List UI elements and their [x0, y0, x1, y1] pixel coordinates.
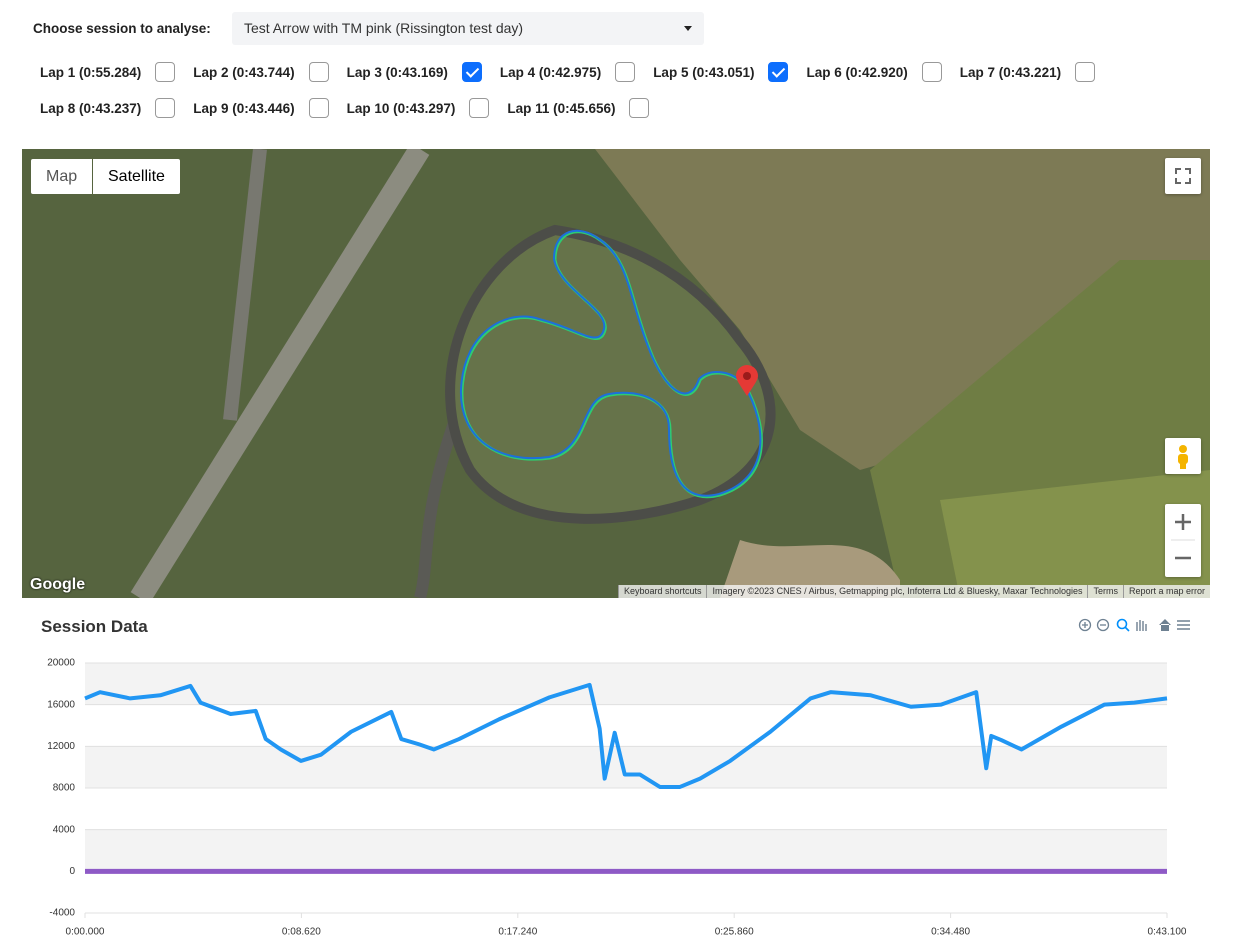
chart-toolbar[interactable] [1075, 616, 1195, 634]
session-prompt: Choose session to analyse: [33, 21, 211, 36]
attribution-item: Keyboard shortcuts [617, 585, 707, 598]
grid-band [85, 829, 1167, 872]
lap-option: Lap 1 (0:55.284) [40, 60, 176, 84]
lap-option: Lap 8 (0:43.237) [40, 96, 176, 120]
zoom-control[interactable] [1165, 504, 1201, 577]
lap-label: Lap 6 (0:42.920) [806, 64, 908, 80]
lap-label: Lap 4 (0:42.975) [499, 64, 602, 80]
lap-label: Lap 10 (0:43.297) [346, 100, 456, 116]
lap-label: Lap 7 (0:43.221) [959, 64, 1062, 80]
session-select[interactable]: Test Arrow with TM pink (Rissington test… [232, 12, 704, 45]
lap-checkbox[interactable] [469, 98, 490, 118]
map-attribution: Keyboard shortcuts Imagery ©2023 CNES / A… [617, 585, 1210, 598]
y-tick-label: 20000 [47, 658, 75, 669]
lap-label: Lap 5 (0:43.051) [653, 64, 755, 80]
fullscreen-button[interactable] [1165, 158, 1201, 194]
y-tick-label: -4000 [49, 908, 75, 919]
lap-label: Lap 11 (0:45.656) [507, 100, 616, 116]
attribution-item: Terms [1087, 585, 1123, 598]
lap-label: Lap 9 (0:43.446) [193, 100, 295, 116]
lap-checkbox[interactable] [768, 62, 789, 82]
lap-checkbox[interactable] [1075, 62, 1096, 82]
lap-checkbox[interactable] [629, 98, 650, 118]
map-type-button[interactable]: Map [31, 159, 93, 194]
map[interactable]: Map Satellite Google Keyboard shortcuts I… [22, 149, 1210, 598]
grid-band [85, 663, 1167, 705]
lap-option: Lap 11 (0:45.656) [507, 96, 650, 120]
lap-label: Lap 2 (0:43.744) [193, 64, 295, 80]
attribution-item: Report a map error [1122, 585, 1210, 598]
y-tick-label: 12000 [47, 741, 75, 752]
lap-option: Lap 3 (0:43.169) [347, 60, 482, 84]
x-tick-label: 0:25.860 [715, 927, 754, 938]
y-tick-label: 16000 [47, 699, 75, 710]
x-tick-label: 0:00.000 [66, 927, 105, 938]
lap-list: Lap 1 (0:55.284) Lap 2 (0:43.744) Lap 3 (0… [40, 60, 1155, 120]
x-tick-label: 0:34.480 [931, 927, 970, 938]
map-type-button[interactable]: Satellite [93, 159, 180, 194]
lap-checkbox[interactable] [921, 62, 942, 82]
lap-option: Lap 10 (0:43.297) [347, 96, 490, 120]
lap-option: Lap 4 (0:42.975) [499, 60, 636, 84]
lap-label: Lap 8 (0:43.237) [40, 100, 142, 116]
lap-option: Lap 6 (0:42.920) [806, 60, 942, 84]
lap-option: Lap 9 (0:43.446) [193, 96, 329, 120]
lap-checkbox[interactable] [615, 62, 636, 82]
lap-checkbox[interactable] [461, 62, 482, 82]
grid-band [85, 746, 1167, 788]
x-tick-label: 0:08.620 [282, 927, 321, 938]
lap-label: Lap 1 (0:55.284) [40, 64, 142, 80]
lap-label: Lap 3 (0:43.169) [346, 64, 448, 80]
x-tick-label: 0:17.240 [498, 927, 537, 938]
lap-option: Lap 7 (0:43.221) [959, 60, 1096, 84]
chart-title: Session Data [41, 617, 148, 636]
y-tick-label: 0 [69, 866, 75, 877]
data-line [84, 682, 1168, 789]
lap-checkbox[interactable] [155, 98, 176, 118]
lap-option: Lap 5 (0:43.051) [653, 60, 789, 84]
lap-checkbox[interactable] [308, 98, 329, 118]
lap-option: Lap 2 (0:43.744) [193, 60, 329, 84]
y-tick-label: 4000 [53, 824, 76, 835]
lap-checkbox[interactable] [155, 62, 176, 82]
google-logo: Google [30, 576, 86, 593]
lap-checkbox[interactable] [308, 62, 329, 82]
session-chart: -4000 0 4000 8000 12000 16000 20000 0:00.000 0:0… [47, 658, 1187, 938]
x-tick-label: 0:43.100 [1148, 927, 1187, 938]
attribution-item: Imagery ©2023 CNES / Airbus, Getmapping … [706, 585, 1087, 598]
street-view-button[interactable] [1165, 438, 1201, 474]
satellite-image [22, 149, 1210, 598]
y-tick-label: 8000 [53, 783, 76, 794]
